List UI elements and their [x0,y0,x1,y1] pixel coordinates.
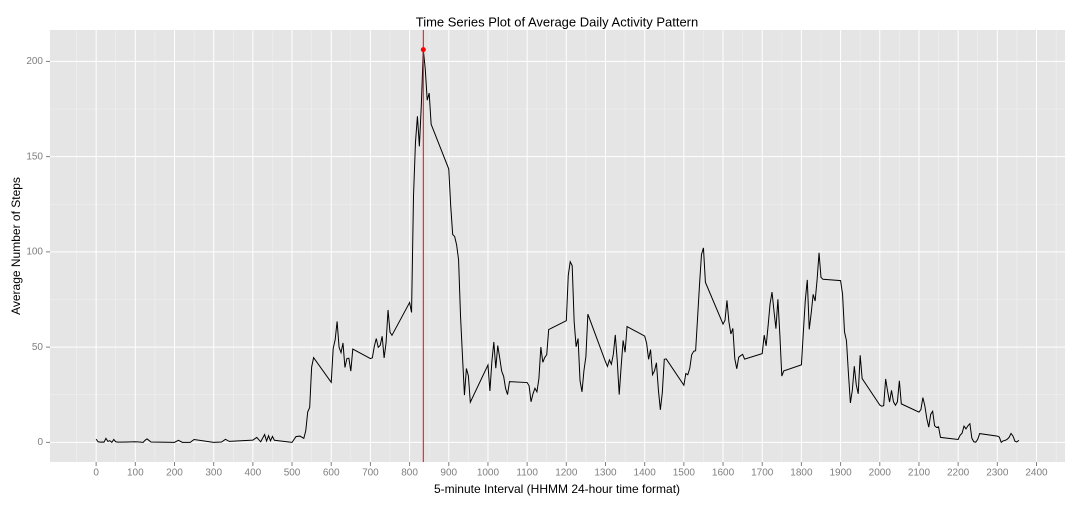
x-tick-label: 1100 [516,468,538,479]
x-tick-label: 1500 [673,468,696,479]
x-tick-label: 1600 [712,468,735,479]
y-tick-label: 50 [32,342,44,353]
x-tick-label: 700 [362,468,379,479]
x-tick-label: 2100 [908,468,931,479]
x-tick-label: 800 [401,468,418,479]
x-tick-label: 2400 [1025,468,1048,479]
x-tick-label: 0 [93,468,99,479]
x-tick-label: 600 [323,468,340,479]
y-tick-label: 200 [26,56,43,67]
x-tick-label: 500 [284,468,301,479]
x-axis-label: 5-minute Interval (HHMM 24-hour time for… [434,482,680,496]
plot-panel [50,30,1065,462]
chart-title: Time Series Plot of Average Daily Activi… [416,14,699,29]
y-tick-label: 150 [26,151,43,162]
data-line [95,49,1020,444]
x-tick-label: 100 [127,468,144,479]
x-tick-label: 2200 [947,468,970,479]
y-tick-label: 100 [26,247,43,258]
x-tick-label: 200 [166,468,183,479]
x-tick-label: 1000 [477,468,500,479]
x-tick-label: 1700 [751,468,774,479]
x-tick-label: 1800 [790,468,813,479]
x-tick-label: 2000 [869,468,892,479]
x-tick-label: 1400 [634,468,657,479]
max-point [420,47,426,53]
x-tick-label: 300 [205,468,222,479]
x-tick-label: 2300 [986,468,1009,479]
y-tick-label: 0 [37,437,43,448]
x-tick-label: 1200 [555,468,578,479]
x-tick-label: 1300 [594,468,617,479]
x-tick-label: 400 [245,468,262,479]
y-axis-label: Average Number of Steps [9,177,23,315]
x-tick-label: 900 [440,468,457,479]
x-tick-label: 1900 [829,468,852,479]
